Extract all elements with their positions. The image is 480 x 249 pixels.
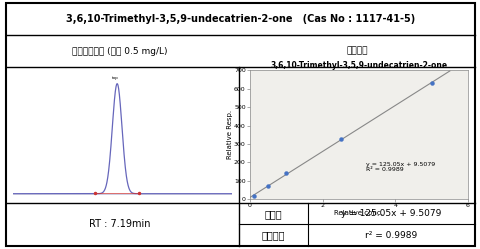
Text: y = 125.05x + 9.5079
R² = 0.9989: y = 125.05x + 9.5079 R² = 0.9989 <box>365 162 434 172</box>
Text: 상관계수: 상관계수 <box>261 230 285 240</box>
Text: y = 125.05x + 9.5079: y = 125.05x + 9.5079 <box>341 209 441 218</box>
Point <box>427 81 434 85</box>
Point <box>264 184 271 188</box>
Text: 검정공선: 검정공선 <box>346 47 367 56</box>
Text: 크로마토그램 (농도 0.5 mg/L): 크로마토그램 (농도 0.5 mg/L) <box>72 47 167 56</box>
Text: top: top <box>112 76 119 80</box>
Text: 3,6,10-Trimethyl-3,5,9-undecatrien-2-one   (Cas No : 1117-41-5): 3,6,10-Trimethyl-3,5,9-undecatrien-2-one… <box>66 14 414 24</box>
X-axis label: Relative conc.: Relative conc. <box>334 210 383 216</box>
Text: r² = 0.9989: r² = 0.9989 <box>365 231 417 240</box>
Text: RT : 7.19min: RT : 7.19min <box>89 219 150 230</box>
Point <box>249 193 257 197</box>
Y-axis label: Relative Resp.: Relative Resp. <box>226 110 232 159</box>
Point <box>336 136 344 140</box>
Title: 3,6,10-Trimethyl-3,5,9-undecatrien-2-one: 3,6,10-Trimethyl-3,5,9-undecatrien-2-one <box>270 61 446 70</box>
Text: 회귀식: 회귀식 <box>264 209 282 219</box>
FancyBboxPatch shape <box>6 3 474 246</box>
Point <box>282 172 289 176</box>
